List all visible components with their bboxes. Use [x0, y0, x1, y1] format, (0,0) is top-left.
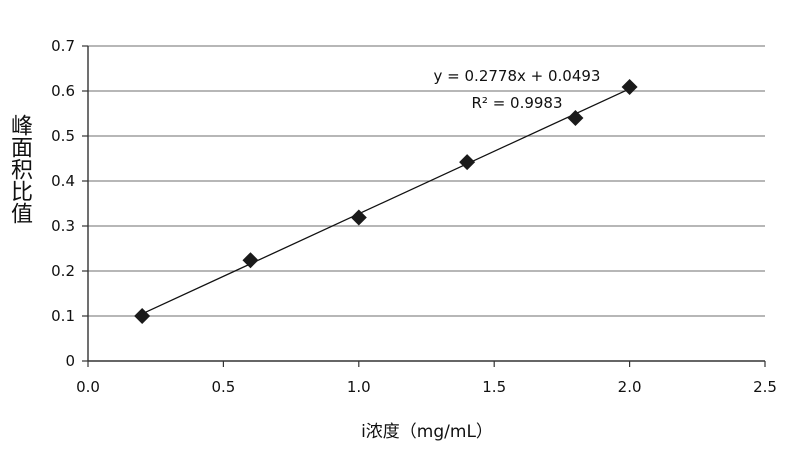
data-point	[459, 154, 476, 171]
y-tick-label: 0.1	[51, 307, 75, 325]
r-squared-label: R² = 0.9983	[471, 94, 562, 112]
y-tick-label: 0.7	[51, 37, 75, 55]
data-point	[134, 308, 151, 324]
data-points	[134, 78, 638, 324]
y-tick-label: 0	[65, 352, 75, 370]
trendline-line	[141, 88, 630, 315]
y-tick-labels: 0 0.1 0.2 0.3 0.4 0.5 0.6 0.7	[51, 37, 75, 370]
data-point	[567, 110, 584, 126]
y-tick-label: 0.2	[51, 262, 75, 280]
x-tick-label: 0.5	[211, 378, 235, 396]
y-tick-label: 0.3	[51, 217, 75, 235]
y-axis-title: 峰面积比值	[7, 114, 32, 224]
gridlines	[88, 45, 765, 317]
data-point	[350, 209, 367, 226]
x-tick-label: 0.0	[76, 378, 100, 396]
x-tick-label: 2.5	[753, 378, 777, 396]
x-axis-title: i浓度（mg/mL）	[361, 422, 493, 442]
y-tick-label: 0.6	[51, 82, 75, 100]
y-tick-label: 0.4	[51, 172, 75, 190]
axes	[82, 45, 766, 367]
x-tick-label: 1.5	[482, 378, 506, 396]
trendline	[141, 88, 630, 315]
y-tick-label: 0.5	[51, 127, 75, 145]
x-tick-labels: 0.0 0.5 1.0 1.5 2.0 2.5	[76, 378, 777, 396]
data-point	[621, 78, 638, 95]
x-tick-label: 2.0	[618, 378, 642, 396]
x-tick-label: 1.0	[347, 378, 371, 396]
trendline-equation: y = 0.2778x + 0.0493	[434, 67, 601, 85]
data-point	[242, 252, 259, 269]
